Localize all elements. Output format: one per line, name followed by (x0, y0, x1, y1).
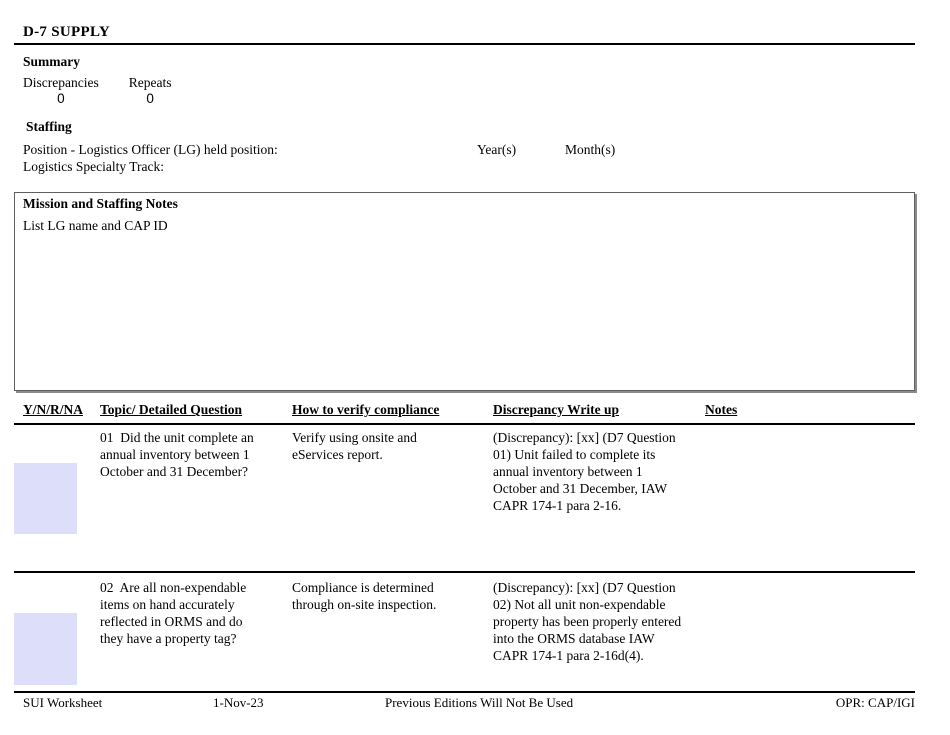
specialty-track-label: Logistics Specialty Track: (23, 159, 164, 174)
years-label: Year(s) (477, 142, 517, 157)
compliance-table: Y/N/R/NA Topic/ Detailed Question How to… (14, 399, 915, 719)
verify-cell: Compliance is determined through on-site… (292, 580, 437, 612)
notes-box-title: Mission and Staffing Notes (23, 196, 178, 211)
footer-date: 1-Nov-23 (213, 695, 264, 710)
specialty-track-line: Logistics Specialty Track: (23, 158, 915, 175)
mission-staffing-notes-box[interactable]: Mission and Staffing Notes List LG name … (14, 192, 915, 391)
discrepancies-metric: Discrepancies 0 (23, 75, 99, 106)
table-row: 01 Did the unit complete an annual inven… (14, 425, 915, 573)
position-label: Position - Logistics Officer (LG) held p… (23, 142, 278, 157)
notes-box-content[interactable]: List LG name and CAP ID (23, 218, 168, 233)
answer-cell (14, 579, 100, 719)
question-cell: 02 Are all non-expendable items on hand … (100, 580, 247, 646)
header-discrepancy: Discrepancy Write up (493, 402, 620, 417)
table-row: 02 Are all non-expendable items on hand … (14, 573, 915, 719)
footer-doc-name: SUI Worksheet (23, 695, 103, 710)
repeats-metric: Repeats 0 (129, 75, 172, 106)
header-verify: How to verify compliance (292, 402, 440, 417)
discrepancies-label: Discrepancies (23, 75, 99, 90)
footer-opr: OPR: CAP/IGI (835, 695, 915, 710)
months-label: Month(s) (565, 142, 616, 157)
answer-field-q02[interactable] (14, 613, 77, 685)
footer-notice: Previous Editions Will Not Be Used (385, 695, 574, 710)
discrepancy-cell: (Discrepancy): [xx] (D7 Question 02) Not… (493, 580, 682, 663)
position-line: Position - Logistics Officer (LG) held p… (23, 141, 915, 158)
page-title: D-7 SUPPLY (23, 24, 111, 40)
table-header-row: Y/N/R/NA Topic/ Detailed Question How to… (14, 399, 915, 425)
summary-metrics: Discrepancies 0 Repeats 0 (23, 75, 915, 106)
verify-cell: Verify using onsite and eServices report… (292, 430, 417, 462)
discrepancy-cell: (Discrepancy): [xx] (D7 Question 01) Uni… (493, 430, 676, 513)
page-footer: SUI Worksheet 1-Nov-23 Previous Editions… (14, 691, 915, 712)
discrepancies-value: 0 (57, 91, 65, 106)
answer-cell (14, 429, 100, 568)
notes-cell[interactable] (705, 429, 915, 568)
repeats-value: 0 (146, 91, 154, 106)
header-notes: Notes (705, 402, 738, 417)
page-content: D-7 SUPPLY Summary Discrepancies 0 Repea… (14, 0, 915, 719)
header-ynrna: Y/N/R/NA (23, 402, 83, 417)
title-divider (14, 43, 915, 45)
staffing-heading: Staffing (26, 119, 72, 134)
footer-row: SUI Worksheet 1-Nov-23 Previous Editions… (14, 693, 915, 712)
question-cell: 01 Did the unit complete an annual inven… (100, 430, 254, 479)
header-topic: Topic/ Detailed Question (100, 402, 243, 417)
summary-heading: Summary (23, 54, 80, 69)
repeats-label: Repeats (128, 75, 172, 90)
answer-field-q01[interactable] (14, 463, 77, 534)
staffing-lines: Position - Logistics Officer (LG) held p… (23, 141, 915, 175)
